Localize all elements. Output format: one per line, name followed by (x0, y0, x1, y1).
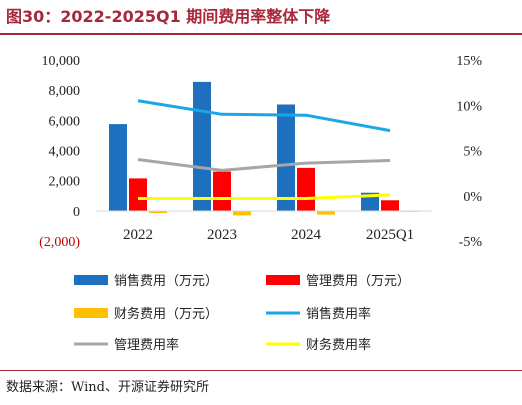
legend-label-admin-ratio: 管理费用率 (114, 337, 179, 353)
bar-admin-2024 (297, 167, 315, 211)
left-tick-label: 8,000 (49, 84, 81, 99)
line-sales-ratio (137, 99, 391, 133)
bar-admin-2025Q1 (381, 200, 399, 211)
category-label: 2024 (291, 227, 322, 243)
right-tick-label: 5% (463, 145, 482, 160)
bar-sales-2024 (277, 104, 295, 211)
bar-sales-2023 (193, 81, 211, 211)
left-tick-label: 2,000 (49, 175, 81, 190)
left-tick-label: (2,000) (39, 235, 80, 250)
footer-divider (0, 370, 522, 371)
legend-swatch-admin-expense (266, 275, 300, 285)
right-tick-label: 15% (456, 54, 482, 69)
bar-admin-2022 (129, 178, 147, 211)
bar-admin-2023 (213, 171, 231, 211)
legend-label-admin-expense: 管理费用（万元） (306, 274, 410, 289)
bar-finance-2023 (233, 210, 251, 216)
line-finance-ratio (138, 193, 391, 200)
expense-chart: (2,000) 0 2,000 4,000 6,000 8,000 10,000 -5% 0%… (39, 54, 483, 353)
category-label: 2025Q1 (366, 227, 414, 243)
left-tick-label: 6,000 (49, 114, 81, 129)
bar-sales-2022 (109, 124, 127, 211)
legend-label-finance-expense: 财务费用（万元） (114, 306, 218, 322)
legend-swatch-sales-expense (74, 275, 108, 285)
right-tick-label: 0% (463, 190, 482, 205)
right-tick-label: -5% (459, 235, 483, 250)
legend-label-finance-ratio: 财务费用率 (306, 337, 371, 353)
left-tick-label: 4,000 (49, 145, 81, 160)
left-tick-label: 10,000 (42, 54, 81, 69)
legend-label-sales-ratio: 销售费用率 (306, 306, 371, 322)
left-tick-label: 0 (73, 205, 80, 220)
title-divider (0, 33, 522, 35)
bar-finance-2024 (317, 210, 335, 215)
category-label: 2022 (123, 227, 153, 243)
line-admin-ratio (137, 158, 391, 172)
legend-swatch-finance-expense (74, 308, 108, 318)
legend-label-sales-expense: 销售费用（万元） (114, 273, 218, 289)
right-tick-label: 10% (456, 99, 482, 114)
bar-finance-2022 (149, 210, 167, 214)
chart-title: 图30：2022-2025Q1 期间费用率整体下降 (6, 7, 331, 26)
data-source: 数据来源：Wind、开源证券研究所 (6, 380, 209, 395)
category-label: 2023 (207, 227, 237, 243)
